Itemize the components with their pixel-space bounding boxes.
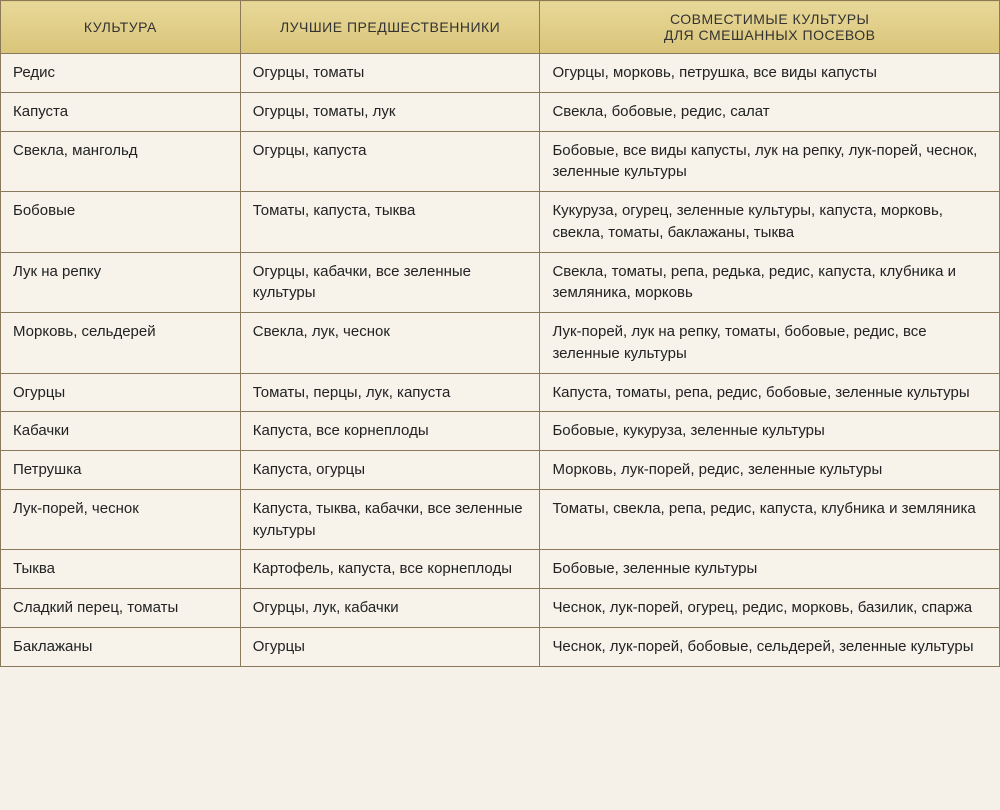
cell-predecessors: Капуста, тыква, кабачки, все зеленные ку… xyxy=(240,489,540,550)
table-body: Редис Огурцы, томаты Огурцы, морковь, пе… xyxy=(1,54,1000,667)
cell-culture: Кабачки xyxy=(1,412,241,451)
cell-culture: Тыква xyxy=(1,550,241,589)
header-predecessors: ЛУЧШИЕ ПРЕДШЕСТВЕННИКИ xyxy=(240,1,540,54)
cell-predecessors: Томаты, перцы, лук, капуста xyxy=(240,373,540,412)
cell-predecessors: Томаты, капуста, тыква xyxy=(240,192,540,253)
cell-predecessors: Картофель, капуста, все корнеплоды xyxy=(240,550,540,589)
cell-compatible: Огурцы, морковь, петрушка, все виды капу… xyxy=(540,54,1000,93)
header-compatible-line1: СОВМЕСТИМЫЕ КУЛЬТУРЫ xyxy=(552,11,987,27)
table-row: Лук на репку Огурцы, кабачки, все зеленн… xyxy=(1,252,1000,313)
table-row: Редис Огурцы, томаты Огурцы, морковь, пе… xyxy=(1,54,1000,93)
cell-compatible: Чеснок, лук-порей, бобовые, сельдерей, з… xyxy=(540,627,1000,666)
table-row: Сладкий перец, томаты Огурцы, лук, кабач… xyxy=(1,589,1000,628)
cell-compatible: Чеснок, лук-порей, огурец, редис, морков… xyxy=(540,589,1000,628)
table-row: Тыква Картофель, капуста, все корнеплоды… xyxy=(1,550,1000,589)
cell-predecessors: Огурцы, капуста xyxy=(240,131,540,192)
cell-culture: Лук-порей, чеснок xyxy=(1,489,241,550)
table-row: Огурцы Томаты, перцы, лук, капуста Капус… xyxy=(1,373,1000,412)
table-row: Свекла, мангольд Огурцы, капуста Бобовые… xyxy=(1,131,1000,192)
table-row: Бобовые Томаты, капуста, тыква Кукуруза,… xyxy=(1,192,1000,253)
cell-culture: Сладкий перец, томаты xyxy=(1,589,241,628)
cell-culture: Петрушка xyxy=(1,451,241,490)
cell-compatible: Капуста, томаты, репа, редис, бобовые, з… xyxy=(540,373,1000,412)
cell-predecessors: Огурцы xyxy=(240,627,540,666)
cell-predecessors: Огурцы, томаты, лук xyxy=(240,92,540,131)
cell-compatible: Свекла, бобовые, редис, салат xyxy=(540,92,1000,131)
cell-culture: Бобовые xyxy=(1,192,241,253)
cell-predecessors: Огурцы, кабачки, все зеленные культуры xyxy=(240,252,540,313)
cell-culture: Морковь, сельдерей xyxy=(1,313,241,374)
cell-compatible: Свекла, томаты, репа, редька, редис, кап… xyxy=(540,252,1000,313)
cell-compatible: Кукуруза, огурец, зеленные культуры, кап… xyxy=(540,192,1000,253)
table-row: Петрушка Капуста, огурцы Морковь, лук-по… xyxy=(1,451,1000,490)
table-row: Капуста Огурцы, томаты, лук Свекла, бобо… xyxy=(1,92,1000,131)
table-row: Морковь, сельдерей Свекла, лук, чеснок Л… xyxy=(1,313,1000,374)
cell-predecessors: Огурцы, лук, кабачки xyxy=(240,589,540,628)
cell-compatible: Бобовые, кукуруза, зеленные культуры xyxy=(540,412,1000,451)
table-row: Баклажаны Огурцы Чеснок, лук-порей, бобо… xyxy=(1,627,1000,666)
header-compatible-line2: ДЛЯ СМЕШАННЫХ ПОСЕВОВ xyxy=(552,27,987,43)
header-compatible: СОВМЕСТИМЫЕ КУЛЬТУРЫ ДЛЯ СМЕШАННЫХ ПОСЕВ… xyxy=(540,1,1000,54)
cell-predecessors: Свекла, лук, чеснок xyxy=(240,313,540,374)
cell-culture: Свекла, мангольд xyxy=(1,131,241,192)
table-header: КУЛЬТУРА ЛУЧШИЕ ПРЕДШЕСТВЕННИКИ СОВМЕСТИ… xyxy=(1,1,1000,54)
crop-rotation-table: КУЛЬТУРА ЛУЧШИЕ ПРЕДШЕСТВЕННИКИ СОВМЕСТИ… xyxy=(0,0,1000,667)
cell-predecessors: Капуста, огурцы xyxy=(240,451,540,490)
cell-compatible: Бобовые, зеленные культуры xyxy=(540,550,1000,589)
table-row: Лук-порей, чеснок Капуста, тыква, кабачк… xyxy=(1,489,1000,550)
cell-predecessors: Огурцы, томаты xyxy=(240,54,540,93)
cell-culture: Баклажаны xyxy=(1,627,241,666)
cell-predecessors: Капуста, все корнеплоды xyxy=(240,412,540,451)
cell-culture: Редис xyxy=(1,54,241,93)
header-culture: КУЛЬТУРА xyxy=(1,1,241,54)
cell-compatible: Бобовые, все виды капусты, лук на репку,… xyxy=(540,131,1000,192)
cell-culture: Капуста xyxy=(1,92,241,131)
cell-compatible: Морковь, лук-порей, редис, зеленные куль… xyxy=(540,451,1000,490)
cell-compatible: Лук-порей, лук на репку, томаты, бобовые… xyxy=(540,313,1000,374)
cell-compatible: Томаты, свекла, репа, редис, капуста, кл… xyxy=(540,489,1000,550)
cell-culture: Огурцы xyxy=(1,373,241,412)
cell-culture: Лук на репку xyxy=(1,252,241,313)
table-row: Кабачки Капуста, все корнеплоды Бобовые,… xyxy=(1,412,1000,451)
